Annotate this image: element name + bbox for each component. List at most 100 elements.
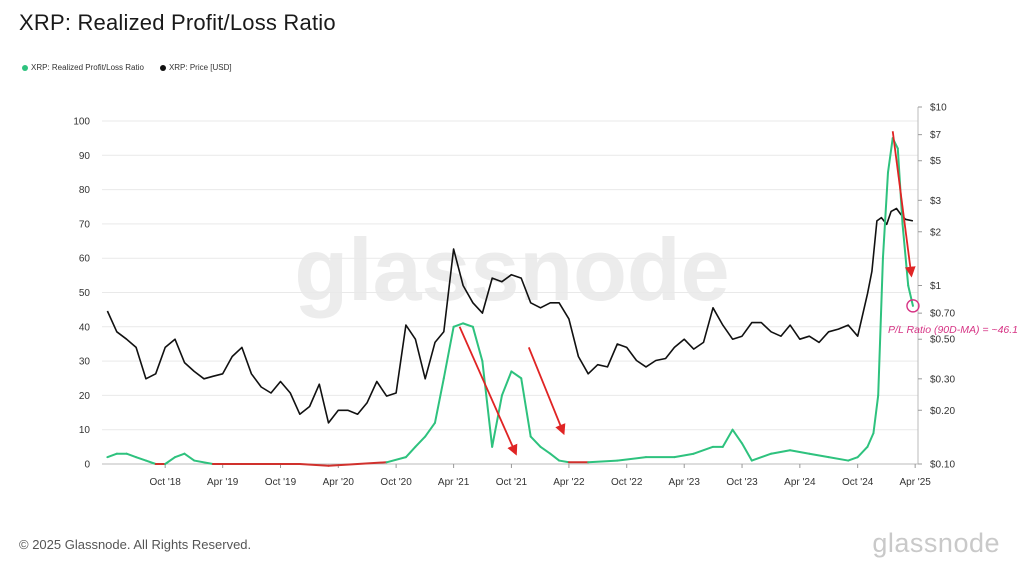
y-right-tick-label: $0.10	[930, 460, 955, 471]
y-right-tick-label: $2	[930, 227, 942, 238]
chart-grid	[102, 120, 918, 465]
chart-series	[106, 137, 914, 467]
ratio-segment	[424, 421, 436, 438]
ratio-segment	[721, 428, 734, 448]
ratio-segment	[886, 137, 894, 174]
ratio-segment	[183, 452, 196, 462]
x-tick-label: Oct '19	[265, 477, 297, 488]
y-left-tick-label: 0	[84, 460, 90, 471]
ratio-segment	[881, 171, 889, 260]
legend-dot-ratio	[22, 64, 28, 71]
chart-axes: 0 10 20 30 40 50 60 70 80 90 100 $0.10 $0.20 $0.30 $0.…	[73, 103, 955, 489]
ratio-segment	[356, 461, 388, 465]
ratio-segment	[481, 360, 494, 448]
trend-arrow	[458, 326, 518, 456]
x-tick-label: Apr '25	[899, 477, 931, 488]
ratio-segment	[789, 449, 811, 455]
ratio-segment	[471, 325, 484, 363]
ratio-segment	[404, 445, 417, 459]
ratio-segment	[750, 452, 773, 462]
y-left-tick-label: 80	[79, 185, 91, 196]
price-line	[106, 207, 914, 424]
y-left-tick-label: 40	[79, 322, 91, 333]
x-tick-label: Apr '23	[669, 477, 701, 488]
ratio-segment	[907, 284, 914, 307]
y-left-tick-label: 60	[79, 254, 91, 265]
y-right-tick-label: $5	[930, 156, 942, 167]
ratio-segment	[433, 377, 445, 424]
ratio-segment	[135, 456, 147, 462]
ratio-segment	[520, 377, 532, 438]
annotation-marker	[906, 299, 920, 313]
legend-label-price: XRP: Price [USD]	[168, 63, 232, 72]
y-right-tick-label: $10	[930, 103, 947, 114]
ratio-segment	[462, 322, 474, 328]
ratio-segment	[327, 463, 359, 467]
y-left-tick-label: 70	[79, 219, 91, 230]
x-tick-label: Oct '24	[842, 477, 874, 488]
legend-item-ratio[interactable]: XRP: Realized Profit/Loss Ratio	[22, 63, 144, 72]
x-tick-label: Apr '19	[207, 477, 239, 488]
ratio-segment	[587, 459, 619, 464]
ratio-segment	[549, 452, 561, 462]
ratio-segment	[877, 257, 884, 397]
x-tick-label: Oct '21	[496, 477, 528, 488]
ratio-segment	[193, 459, 214, 465]
trend-arrow	[527, 347, 566, 436]
y-left-tick-label: 100	[73, 117, 90, 128]
ratio-segment	[847, 456, 859, 462]
y-right-tick-label: $0.30	[930, 374, 955, 385]
ratio-segment	[106, 452, 118, 459]
legend-item-price[interactable]: XRP: Price [USD]	[159, 63, 232, 72]
y-left-tick-label: 20	[79, 391, 91, 402]
ratio-segment	[529, 435, 542, 448]
ratio-segment	[125, 452, 138, 459]
chart-title: XRP: Realized Profit/Loss Ratio	[19, 10, 336, 35]
ratio-segment	[298, 463, 330, 467]
y-left-tick-label: 90	[79, 151, 91, 162]
y-left-tick-label: 50	[79, 288, 91, 299]
ratio-segment	[510, 370, 523, 380]
ratio-segment	[866, 432, 875, 448]
footer-logo: glassnode	[872, 528, 1000, 558]
ratio-segment	[673, 452, 695, 459]
ratio-segment	[144, 459, 157, 465]
x-tick-label: Oct '18	[149, 477, 181, 488]
ratio-segment	[173, 452, 186, 459]
x-tick-label: Oct '20	[380, 477, 412, 488]
annotation-label: P/L Ratio (90D-MA) = ~46.1	[888, 324, 1018, 336]
ratio-segment	[500, 370, 513, 397]
x-tick-label: Apr '20	[323, 477, 355, 488]
y-left-tick-label: 30	[79, 357, 91, 368]
y-right-tick-label: $0.70	[930, 309, 955, 320]
ratio-segment	[770, 449, 792, 455]
y-right-tick-label: $1	[930, 281, 942, 292]
x-tick-label: Oct '23	[726, 477, 758, 488]
x-tick-label: Apr '24	[784, 477, 816, 488]
x-tick-label: Apr '21	[438, 477, 470, 488]
ratio-segment	[491, 394, 503, 448]
legend-dot-price	[159, 64, 166, 71]
ratio-segment	[872, 394, 880, 435]
y-right-tick-label: $0.20	[930, 406, 955, 417]
ratio-segment	[856, 445, 869, 459]
ratio-segment	[164, 456, 176, 465]
ratio-segment	[808, 452, 830, 459]
y-right-tick-label: $0.50	[930, 335, 955, 346]
ratio-segment	[692, 445, 714, 455]
ratio-segment	[731, 428, 744, 445]
legend-label-ratio: XRP: Realized Profit/Loss Ratio	[31, 63, 144, 72]
ratio-segment	[442, 325, 455, 380]
chart-watermark: glassnode	[294, 220, 729, 319]
chart-annotations: P/L Ratio (90D-MA) = ~46.1	[458, 131, 1018, 456]
ratio-segment	[385, 456, 407, 464]
x-tick-label: Oct '22	[611, 477, 643, 488]
y-right-tick-label: $7	[930, 130, 942, 141]
chart-legend: XRP: Realized Profit/Loss Ratio XRP: Pri…	[22, 63, 232, 72]
trend-arrow	[891, 131, 916, 278]
ratio-segment	[827, 456, 850, 462]
footer-copyright: © 2025 Glassnode. All Rights Reserved.	[19, 537, 252, 552]
ratio-segment	[452, 322, 465, 328]
ratio-segment	[414, 435, 427, 448]
